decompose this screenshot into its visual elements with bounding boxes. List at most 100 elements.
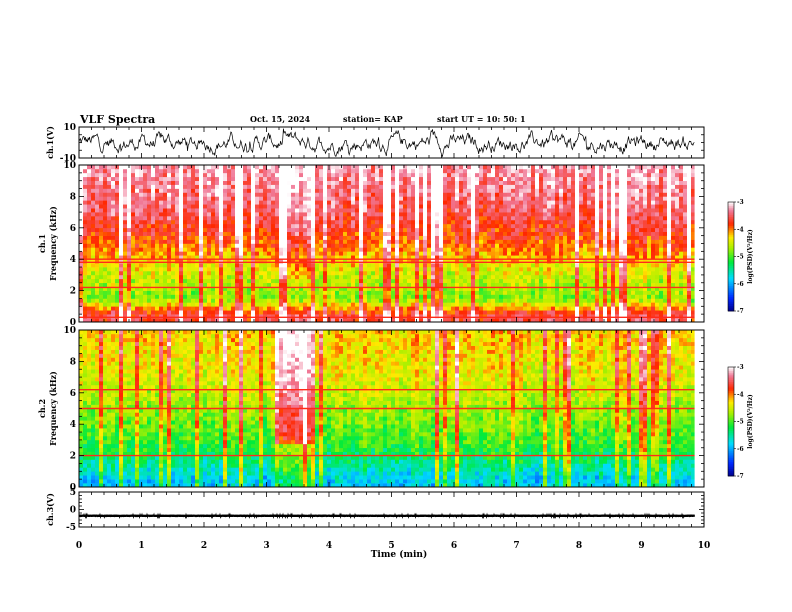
spectrogram-cell bbox=[223, 270, 228, 276]
spectrogram-cell bbox=[295, 223, 300, 229]
spectrogram-cell bbox=[187, 298, 192, 303]
spectrogram-cell bbox=[499, 208, 504, 213]
spectrogram-cell bbox=[435, 255, 440, 260]
spectrogram-cell bbox=[351, 208, 356, 213]
spectrogram-cell bbox=[487, 282, 492, 287]
spectrogram-cell bbox=[247, 247, 252, 252]
spectrogram-cell bbox=[131, 208, 136, 213]
spectrogram-cell bbox=[231, 196, 236, 201]
spectrogram-cell bbox=[147, 239, 152, 244]
spectrogram-cell bbox=[135, 212, 140, 217]
spectrogram-cell bbox=[375, 243, 380, 248]
spectrogram-cell bbox=[287, 310, 292, 315]
spectrogram-cell bbox=[483, 216, 488, 221]
spectrogram-cell bbox=[115, 270, 120, 276]
spectrogram-cell bbox=[255, 165, 260, 170]
spectrogram-cell bbox=[375, 251, 380, 256]
spectrogram-cell bbox=[267, 282, 272, 287]
spectrogram-cell bbox=[411, 247, 416, 252]
spectrogram-cell bbox=[323, 282, 328, 287]
spectrogram-cell bbox=[119, 306, 124, 311]
spectrogram-cell bbox=[443, 286, 448, 291]
spectrogram-cell bbox=[467, 184, 472, 189]
spectrogram-cell bbox=[563, 188, 568, 193]
spectrogram-cell bbox=[563, 267, 568, 272]
spectrogram-cell bbox=[235, 274, 240, 280]
spectrogram-cell bbox=[335, 196, 340, 201]
spectrogram-cell bbox=[355, 231, 360, 236]
spectrogram-cell bbox=[151, 259, 156, 264]
spectrogram-cell bbox=[403, 188, 408, 193]
spectrogram-cell bbox=[199, 231, 204, 236]
spectrogram-cell bbox=[111, 306, 116, 311]
spectrogram-cell bbox=[475, 216, 480, 221]
spectrogram-cell bbox=[199, 188, 204, 193]
spectrogram-cell bbox=[387, 243, 392, 248]
spectrogram-cell bbox=[315, 314, 320, 319]
spectrogram-cell bbox=[199, 263, 204, 268]
spectrogram-cell bbox=[279, 219, 284, 225]
spectrogram-cell bbox=[215, 204, 220, 209]
spectrogram-cell bbox=[419, 212, 424, 217]
spectrogram-cell bbox=[303, 192, 308, 197]
spectrogram-cell bbox=[411, 259, 416, 264]
spectrogram-cell bbox=[431, 216, 436, 221]
spectrogram-cell bbox=[147, 314, 152, 319]
spectrogram-cell bbox=[347, 235, 352, 240]
spectrogram-cell bbox=[87, 165, 92, 170]
spectrogram-cell bbox=[475, 282, 480, 287]
spectrogram-cell bbox=[99, 239, 104, 244]
spectrogram-cell bbox=[251, 188, 256, 193]
spectrogram-cell bbox=[375, 216, 380, 221]
spectrogram-cell bbox=[339, 278, 344, 284]
spectrogram-cell bbox=[415, 302, 420, 307]
spectrogram-cell bbox=[323, 188, 328, 193]
spectrogram-cell bbox=[87, 278, 92, 284]
spectrogram-cell bbox=[255, 168, 260, 174]
spectrogram-cell bbox=[123, 239, 128, 244]
spectrogram-cell bbox=[239, 227, 244, 233]
spectrogram-cell bbox=[475, 231, 480, 236]
spectrogram-cell bbox=[351, 235, 356, 240]
spectrogram-cell bbox=[479, 208, 484, 213]
spectrogram-cell bbox=[235, 251, 240, 256]
spectrogram-cell bbox=[175, 314, 180, 319]
spectrogram-cell bbox=[523, 239, 528, 244]
spectrogram-cell bbox=[219, 286, 224, 291]
spectrogram-cell bbox=[99, 286, 104, 291]
spectrogram-cell bbox=[483, 208, 488, 213]
spectrogram-cell bbox=[303, 302, 308, 307]
spectrogram-cell bbox=[287, 216, 292, 221]
spectrogram-cell bbox=[115, 216, 120, 221]
spectrogram-cell bbox=[235, 204, 240, 209]
spectrogram-cell bbox=[87, 314, 92, 319]
spectrogram-cell bbox=[435, 239, 440, 244]
spectrogram-cell bbox=[255, 302, 260, 307]
spectrogram-cell bbox=[423, 208, 428, 213]
spectrogram-cell bbox=[523, 310, 528, 315]
spectrogram-cell bbox=[415, 278, 420, 284]
spectrogram-cell bbox=[211, 196, 216, 201]
spectrogram-cell bbox=[511, 165, 516, 170]
spectrogram-cell bbox=[359, 294, 364, 299]
spectrogram-cell bbox=[91, 318, 96, 323]
spectrogram-cell bbox=[271, 227, 276, 233]
spectrogram-cell bbox=[475, 270, 480, 276]
spectrogram-cell bbox=[243, 278, 248, 284]
spectrogram-cell bbox=[335, 247, 340, 252]
spectrogram-cell bbox=[299, 165, 304, 170]
spectrogram-cell bbox=[435, 290, 440, 295]
spectrogram-cell bbox=[407, 192, 412, 197]
spectrogram-cell bbox=[495, 267, 500, 272]
spectrogram-cell bbox=[207, 212, 212, 217]
spectrogram-cell bbox=[259, 239, 264, 244]
spectrogram-cell bbox=[179, 180, 184, 185]
spectrogram-cell bbox=[239, 247, 244, 252]
spectrogram-cell bbox=[215, 251, 220, 256]
spectrogram-cell bbox=[323, 212, 328, 217]
spectrogram-cell bbox=[199, 314, 204, 319]
spectrogram-cell bbox=[243, 247, 248, 252]
spectrogram-cell bbox=[275, 255, 280, 260]
spectrogram-cell bbox=[423, 184, 428, 189]
spectrogram-cell bbox=[543, 263, 548, 268]
